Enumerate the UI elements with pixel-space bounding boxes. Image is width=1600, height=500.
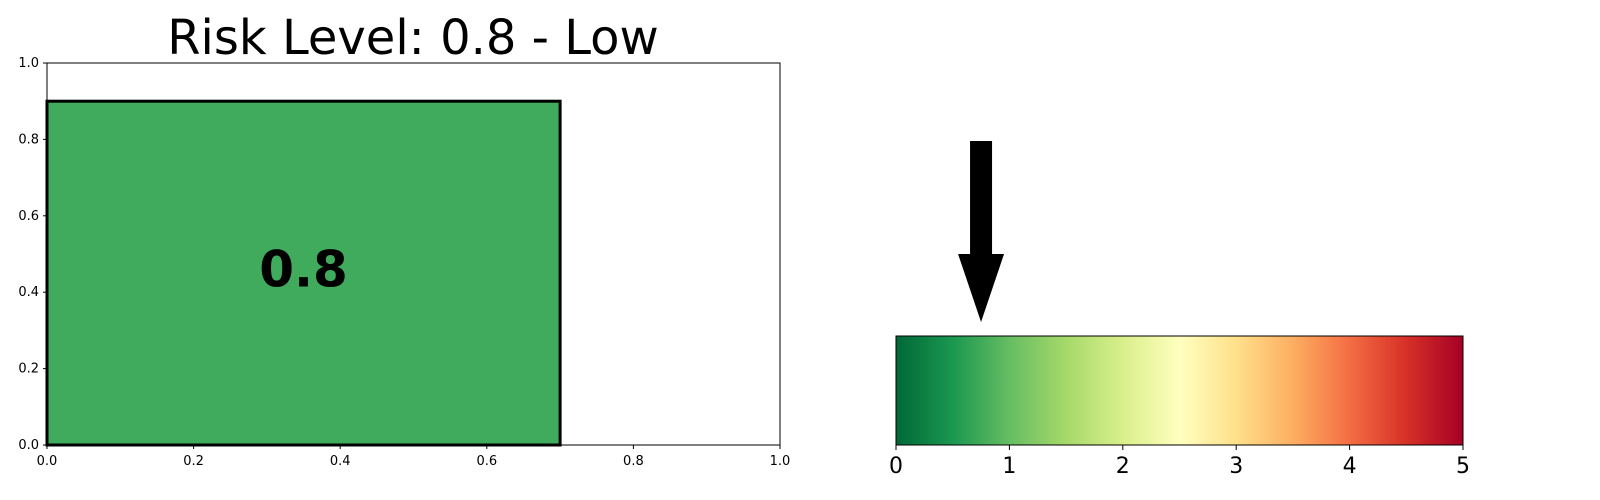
colorbar-tick-label: 5: [1456, 454, 1470, 479]
colorbar-tick-label: 0: [889, 454, 903, 479]
y-axis: 0.0 0.2 0.4 0.6 0.8 1.0: [18, 56, 47, 453]
x-tick-label: 0.6: [476, 454, 497, 469]
x-tick-label: 0.0: [37, 454, 58, 469]
colorbar-tick-label: 2: [1116, 454, 1130, 479]
colorbar-gradient: [895, 335, 1464, 446]
colorbar-tick-label: 1: [1002, 454, 1016, 479]
y-tick-label: 0.0: [18, 438, 39, 453]
y-tick-label: 0.2: [18, 362, 39, 377]
x-tick-label: 0.2: [183, 454, 204, 469]
risk-bar-chart: Risk Level: 0.8 - Low 0.8 0.0 0.2 0.4 0.6 0.…: [18, 10, 790, 469]
colorbar-tick-label: 3: [1229, 454, 1243, 479]
down-arrow-icon: [958, 141, 1005, 322]
colorbar-axis: 0 1 2 3 4 5: [889, 445, 1470, 479]
risk-value-label: 0.8: [259, 241, 348, 299]
risk-bar: [45, 99, 562, 447]
x-tick-label: 0.8: [623, 454, 644, 469]
y-tick-label: 1.0: [18, 56, 39, 71]
colorbar-tick-label: 4: [1343, 454, 1357, 479]
y-tick-label: 0.8: [18, 132, 39, 147]
x-tick-label: 0.4: [330, 454, 351, 469]
y-tick-label: 0.6: [18, 209, 39, 224]
x-axis: 0.0 0.2 0.4 0.6 0.8 1.0: [37, 445, 791, 469]
plot-frame: [46, 62, 781, 446]
y-tick-label: 0.4: [18, 285, 39, 300]
chart-title: Risk Level: 0.8 - Low: [167, 10, 659, 66]
risk-colorbar: 0 1 2 3 4 5: [889, 141, 1470, 479]
x-tick-label: 1.0: [770, 454, 791, 469]
